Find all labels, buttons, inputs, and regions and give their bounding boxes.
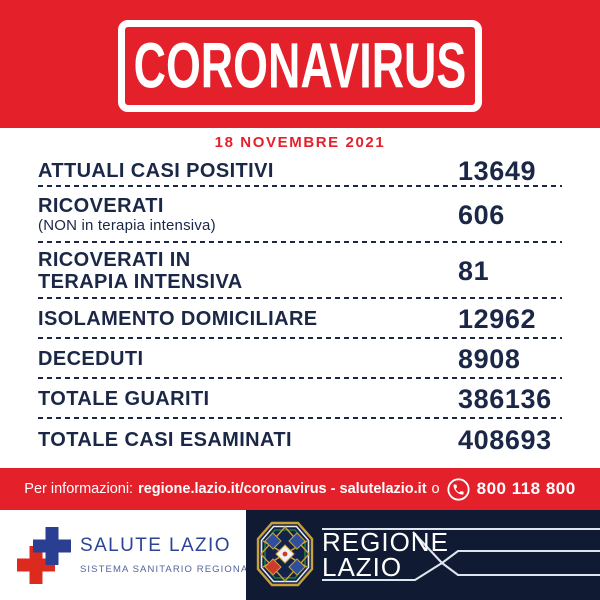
salute-lazio-cross-icon [17,527,71,584]
table-row: ISOLAMENTO DOMICILIARE 12962 [38,299,562,339]
stat-sublabel: (NON in terapia intensiva) [38,217,216,235]
stat-value: 12962 [458,303,537,334]
stat-value: 13649 [458,156,537,186]
info-bar: Per informazioni: regione.lazio.it/coron… [0,468,600,510]
salute-lazio-panel: SALUTE LAZIO SISTEMA SANITARIO REGIONALE [0,510,261,600]
info-links: regione.lazio.it/coronavirus - salutelaz… [138,481,427,497]
stat-label: DECEDUTI [38,347,144,370]
stat-label: TOTALE CASI ESAMINATI [38,428,292,451]
banner: CORONAVIRUS [0,0,600,128]
stat-value: 408693 [458,424,552,455]
brand-footer: SALUTE LAZIO SISTEMA SANITARIO REGIONALE [0,510,600,600]
phone-icon [447,477,470,501]
stat-value: 81 [458,255,490,286]
table-row: ATTUALI CASI POSITIVI 13649 [38,156,562,187]
table-row: DECEDUTI 8908 [38,339,562,379]
stat-label: ATTUALI CASI POSITIVI [38,160,274,183]
stat-label: TOTALE GUARITI [38,387,210,410]
page-title: CORONAVIRUS [133,29,467,102]
stat-value: 606 [458,199,505,230]
table-row: RICOVERATI (NON in terapia intensiva) 60… [38,187,562,243]
stat-label: RICOVERATI IN TERAPIA INTENSIVA [38,248,243,293]
regione-lazio-arrow-lines [322,527,600,582]
stat-label: ISOLAMENTO DOMICILIARE [38,307,318,330]
stat-label: RICOVERATI [38,194,164,217]
stats-table: ATTUALI CASI POSITIVI 13649 RICOVERATI (… [0,156,600,461]
phone-number: 800 118 800 [476,479,576,498]
title-frame: CORONAVIRUS [118,20,482,112]
salute-lazio-title: SALUTE LAZIO [80,535,231,556]
table-row: TOTALE CASI ESAMINATI 408693 [38,419,562,461]
info-connector: o [431,481,440,497]
regione-lazio-line1: REGIONE [322,527,449,557]
regione-lazio-line2: LAZIO [322,552,403,582]
regione-lazio-panel: REGIONE LAZIO [246,510,600,600]
report-date: 18 NOVEMBRE 2021 [214,133,386,151]
regione-lazio-coat-of-arms-icon [256,521,314,587]
stat-value: 386136 [458,383,552,414]
table-row: RICOVERATI IN TERAPIA INTENSIVA 81 [38,243,562,299]
stat-value: 8908 [458,343,521,374]
table-row: TOTALE GUARITI 386136 [38,379,562,419]
date-bar: 18 NOVEMBRE 2021 [0,128,600,156]
salute-lazio-subtitle: SISTEMA SANITARIO REGIONALE [80,564,263,575]
info-prefix: Per informazioni: [24,481,134,497]
